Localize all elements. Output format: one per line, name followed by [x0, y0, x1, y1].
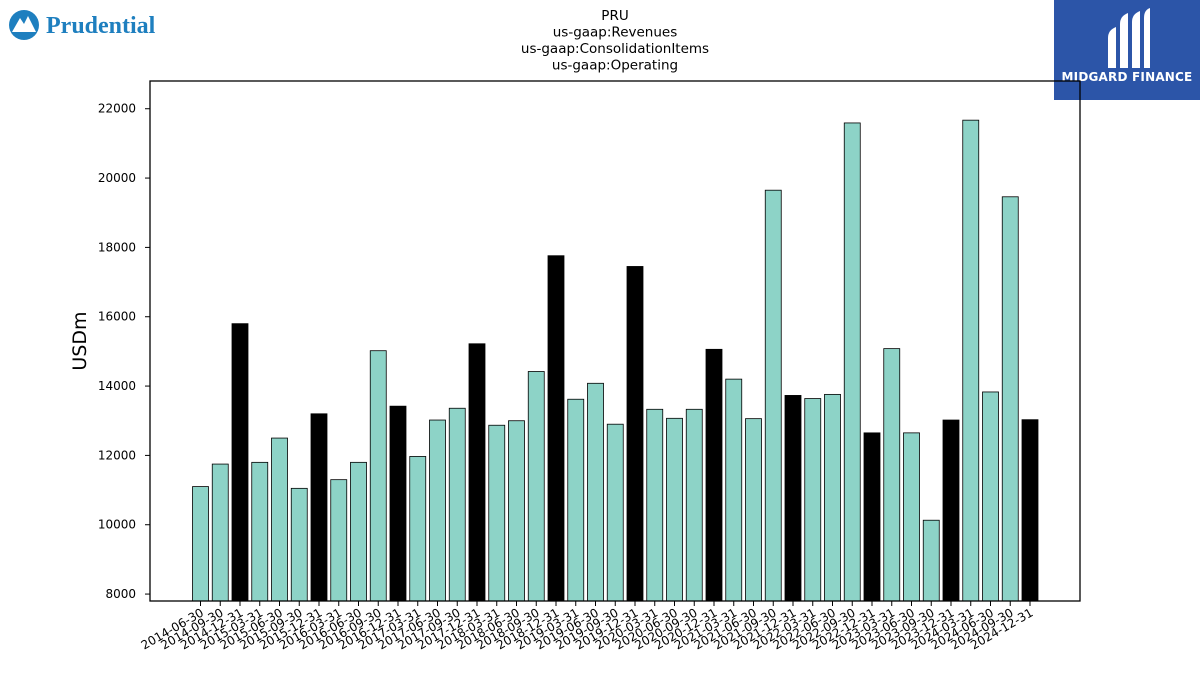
bar-2024-09-30: [1001, 196, 1019, 602]
y-tick-label: 8000: [105, 587, 136, 601]
bar-2017-12-31: [468, 343, 486, 602]
brand-name: Prudential: [46, 13, 156, 39]
title-line: us-gaap:Operating: [552, 58, 678, 74]
plot-frame: [149, 80, 1081, 602]
y-axis: 8000 10000 12000 14000 16000 18000 20000 22000: [98, 102, 150, 601]
bar-2017-06-30: [429, 419, 446, 602]
bars-group: [192, 119, 1039, 602]
y-tick-label: 22000: [98, 102, 136, 116]
bar-2018-12-31: [547, 255, 565, 602]
bar-2018-06-30: [508, 420, 525, 602]
bar-2020-03-31: [646, 408, 664, 602]
bar-2022-03-31: [804, 398, 822, 602]
bar-2014-09-30: [211, 463, 229, 602]
y-tick-label: 12000: [98, 448, 136, 462]
bar-2019-12-31: [626, 266, 644, 602]
bar-2015-03-31: [251, 461, 269, 602]
chart-title: PRUus-gaap:Revenuesus-gaap:Consolidation…: [521, 8, 709, 74]
midgard-logo-icon: [1108, 8, 1150, 68]
bar-2015-12-31: [310, 413, 328, 602]
bar-2017-03-31: [409, 456, 427, 602]
bar-2017-09-30: [448, 407, 466, 602]
bar-2021-12-31: [784, 395, 802, 602]
bar-2014-12-31: [231, 323, 249, 602]
y-tick-label: 18000: [98, 240, 136, 254]
watermark-text: MIDGARD FINANCE: [1061, 70, 1193, 84]
bar-2018-09-30: [527, 371, 545, 602]
prudential-logo: Prudential: [9, 10, 156, 40]
bar-2021-06-30: [745, 418, 762, 602]
title-line: us-gaap:Revenues: [553, 25, 678, 41]
y-tick-label: 10000: [98, 518, 136, 532]
title-line: us-gaap:ConsolidationItems: [521, 41, 709, 57]
bar-2015-06-30: [271, 437, 288, 602]
bar-2019-03-31: [567, 398, 585, 602]
bar-2019-06-30: [587, 382, 604, 602]
bar-2014-06-30: [192, 486, 209, 602]
bar-2016-09-30: [369, 350, 387, 602]
bar-2020-06-30: [666, 417, 683, 602]
bar-2021-03-31: [725, 378, 743, 602]
y-axis-label: USDm: [69, 311, 91, 370]
bar-2022-06-30: [824, 393, 841, 602]
x-axis: 2014-06-302014-09-302014-12-312015-03-31…: [139, 601, 1036, 652]
bar-2023-06-30: [903, 432, 920, 602]
y-tick-label: 14000: [98, 379, 136, 393]
bar-2018-03-31: [488, 424, 506, 602]
bar-2024-03-31: [962, 119, 980, 602]
bar-2023-09-30: [922, 519, 940, 602]
bar-2016-03-31: [330, 479, 348, 602]
midgard-finance-watermark: MIDGARD FINANCE: [1054, 0, 1200, 100]
bar-2021-09-30: [764, 189, 782, 602]
bar-2015-09-30: [290, 487, 308, 602]
bar-2024-12-31: [1021, 419, 1039, 602]
bar-2020-09-30: [685, 408, 703, 602]
bar-2024-06-30: [982, 391, 999, 602]
y-tick-label: 20000: [98, 171, 136, 185]
bar-2023-03-31: [883, 348, 901, 602]
title-line: PRU: [601, 8, 628, 24]
bar-2016-06-30: [350, 461, 367, 602]
bar-2019-09-30: [606, 423, 624, 602]
y-tick-label: 16000: [98, 310, 136, 324]
bar-2022-09-30: [843, 122, 861, 602]
bar-2023-12-31: [942, 419, 960, 602]
bar-2020-12-31: [705, 348, 723, 602]
bar-2016-12-31: [389, 405, 407, 602]
bar-2022-12-31: [863, 432, 881, 602]
